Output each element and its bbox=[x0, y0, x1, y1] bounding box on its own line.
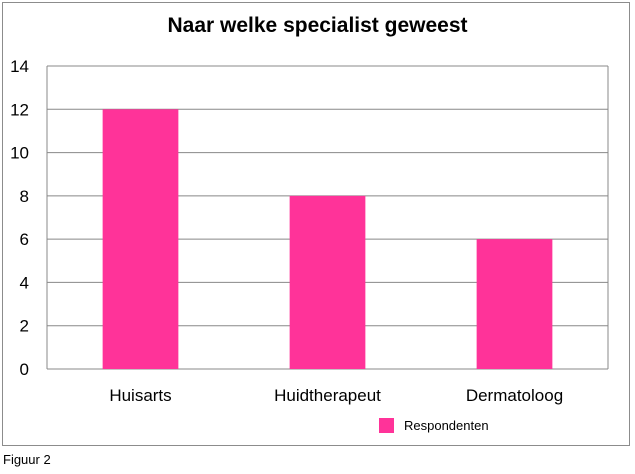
x-tick-label: Huisarts bbox=[109, 386, 171, 405]
bars bbox=[102, 109, 553, 370]
y-tick-labels: 0 2 4 6 8 10 12 14 bbox=[10, 57, 29, 379]
figure-caption: Figuur 2 bbox=[3, 452, 51, 467]
y-tick-label: 4 bbox=[20, 273, 29, 292]
y-tick-label: 2 bbox=[20, 317, 29, 336]
legend: Respondenten bbox=[379, 415, 489, 435]
chart-title: Naar welke specialist geweest bbox=[167, 14, 468, 37]
x-tick-labels: Huisarts Huidtherapeut Dermatoloog bbox=[109, 386, 563, 405]
y-tick-label: 14 bbox=[10, 57, 29, 76]
y-tick-label: 12 bbox=[10, 100, 29, 119]
bar-dermatoloog bbox=[476, 239, 553, 369]
x-tick-label: Dermatoloog bbox=[466, 386, 563, 405]
x-tick-label: Huidtherapeut bbox=[274, 386, 381, 405]
y-tick-label: 8 bbox=[20, 187, 29, 206]
bar-huidtherapeut bbox=[289, 195, 366, 369]
bar-huisarts bbox=[102, 109, 179, 370]
y-tick-label: 0 bbox=[20, 360, 29, 379]
legend-label: Respondenten bbox=[404, 417, 489, 433]
legend-swatch bbox=[379, 417, 394, 433]
y-tick-label: 6 bbox=[20, 230, 29, 249]
y-tick-label: 10 bbox=[10, 144, 29, 163]
